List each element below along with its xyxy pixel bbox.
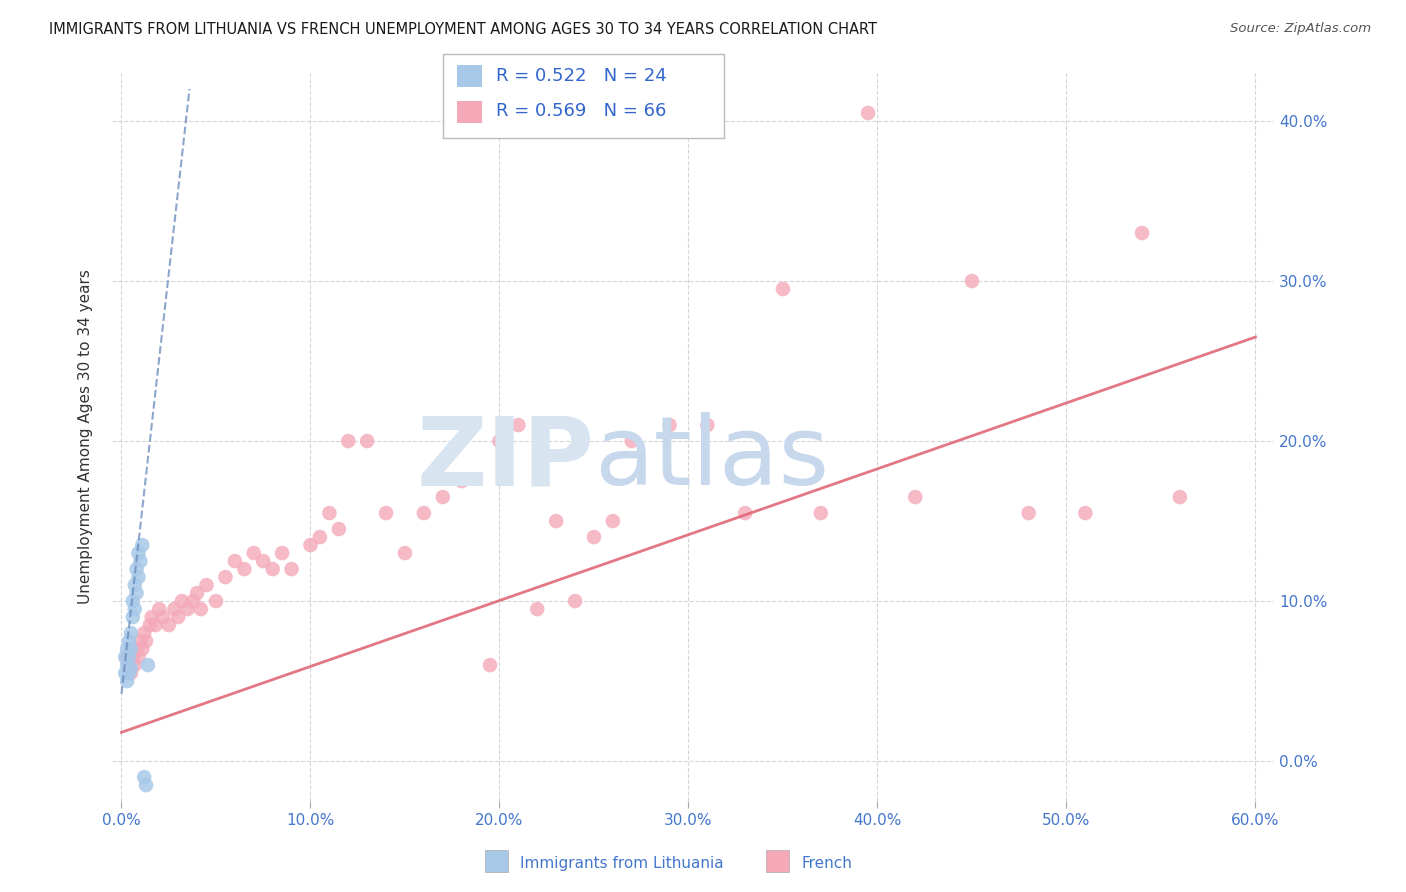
Point — [121, 594, 143, 608]
Point — [546, 514, 568, 528]
Point — [356, 434, 378, 448]
Point — [176, 602, 198, 616]
Point — [114, 650, 136, 665]
Point — [125, 562, 148, 576]
Point — [125, 642, 148, 657]
Point — [129, 554, 152, 568]
Point — [904, 490, 927, 504]
Point — [214, 570, 236, 584]
Point — [696, 418, 718, 433]
Point — [252, 554, 274, 568]
Point — [205, 594, 228, 608]
Point — [127, 546, 149, 560]
Point — [412, 506, 434, 520]
Point — [318, 506, 340, 520]
Point — [127, 570, 149, 584]
Point — [190, 602, 212, 616]
Text: R = 0.569   N = 66: R = 0.569 N = 66 — [496, 103, 666, 120]
Text: Source: ZipAtlas.com: Source: ZipAtlas.com — [1230, 22, 1371, 36]
Point — [136, 658, 159, 673]
Point — [432, 490, 454, 504]
Point — [734, 506, 756, 520]
Point — [118, 666, 141, 681]
Point — [526, 602, 548, 616]
Point — [121, 610, 143, 624]
Point — [242, 546, 264, 560]
Point — [141, 610, 163, 624]
Point — [564, 594, 586, 608]
Point — [488, 434, 510, 448]
Point — [131, 538, 153, 552]
Point — [658, 418, 681, 433]
Point — [115, 650, 138, 665]
Point — [479, 658, 502, 673]
Point — [134, 626, 156, 640]
Point — [280, 562, 302, 576]
Point — [186, 586, 208, 600]
Point — [170, 594, 193, 608]
Point — [124, 658, 146, 673]
Point — [620, 434, 643, 448]
Point — [135, 634, 157, 648]
Point — [127, 650, 149, 665]
Point — [299, 538, 322, 552]
Point — [125, 586, 148, 600]
Point — [224, 554, 246, 568]
Point — [1074, 506, 1097, 520]
Point — [1130, 226, 1153, 240]
Point — [1018, 506, 1040, 520]
Point — [856, 106, 879, 120]
Text: IMMIGRANTS FROM LITHUANIA VS FRENCH UNEMPLOYMENT AMONG AGES 30 TO 34 YEARS CORRE: IMMIGRANTS FROM LITHUANIA VS FRENCH UNEM… — [49, 22, 877, 37]
Point — [1168, 490, 1191, 504]
Point — [115, 658, 138, 673]
Text: atlas: atlas — [595, 412, 830, 506]
Point — [960, 274, 983, 288]
Text: French: French — [801, 856, 852, 871]
Text: Immigrants from Lithuania: Immigrants from Lithuania — [520, 856, 724, 871]
Point — [124, 578, 146, 592]
Point — [129, 634, 152, 648]
Point — [508, 418, 530, 433]
Text: R = 0.522   N = 24: R = 0.522 N = 24 — [496, 67, 666, 85]
Point — [115, 674, 138, 689]
Point — [114, 666, 136, 681]
Point — [328, 522, 350, 536]
Point — [118, 650, 141, 665]
Point — [582, 530, 605, 544]
Point — [120, 642, 142, 657]
Point — [118, 658, 141, 673]
Point — [124, 602, 146, 616]
Point — [181, 594, 204, 608]
Point — [157, 618, 180, 632]
Point — [120, 661, 142, 675]
Point — [118, 634, 141, 648]
Point — [394, 546, 416, 560]
Point — [450, 474, 472, 488]
Point — [145, 618, 167, 632]
Point — [233, 562, 256, 576]
Point — [195, 578, 218, 592]
Point — [772, 282, 794, 296]
Point — [120, 626, 142, 640]
Point — [337, 434, 360, 448]
Point — [134, 770, 156, 784]
Y-axis label: Unemployment Among Ages 30 to 34 years: Unemployment Among Ages 30 to 34 years — [79, 269, 93, 605]
Point — [375, 506, 398, 520]
Point — [135, 778, 157, 792]
Point — [131, 642, 153, 657]
Point — [152, 610, 174, 624]
Point — [148, 602, 170, 616]
Point — [139, 618, 162, 632]
Point — [309, 530, 332, 544]
Point — [163, 602, 186, 616]
Point — [115, 642, 138, 657]
Point — [120, 666, 142, 681]
Point — [271, 546, 294, 560]
Text: ZIP: ZIP — [416, 412, 595, 506]
Point — [262, 562, 284, 576]
Point — [810, 506, 832, 520]
Point — [121, 650, 143, 665]
Point — [602, 514, 624, 528]
Point — [167, 610, 190, 624]
